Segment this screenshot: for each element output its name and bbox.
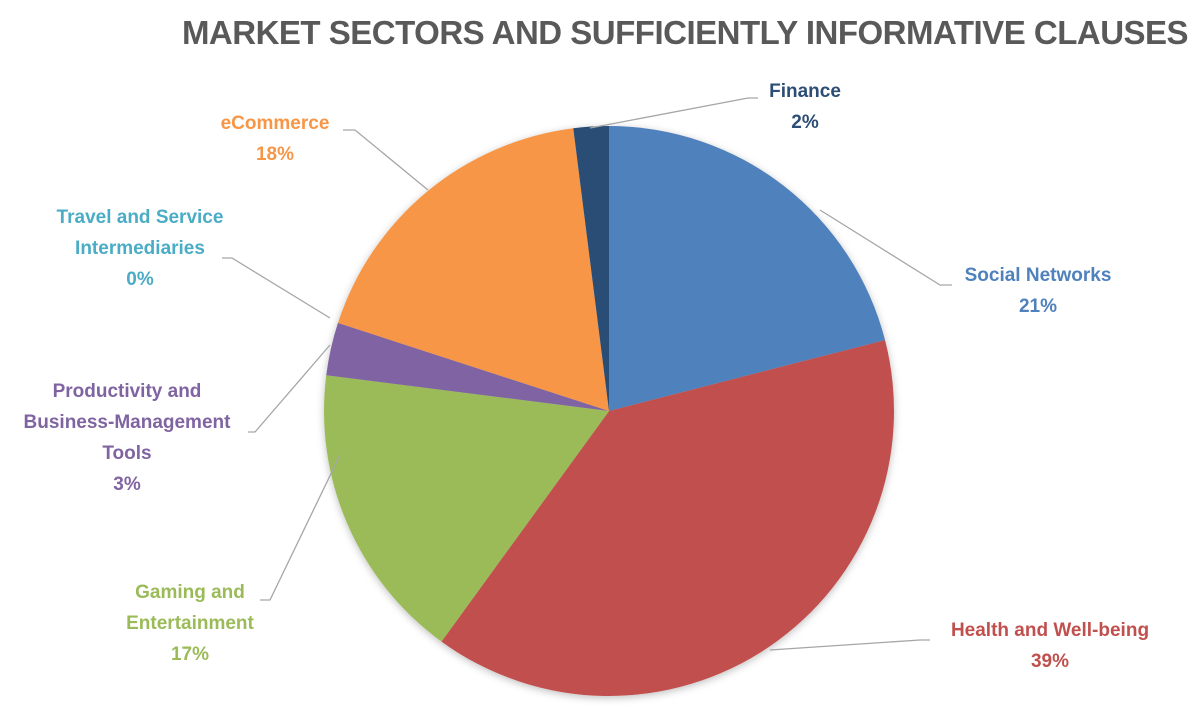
label-percent: 18% [255,144,295,165]
label-name: Social Networks [964,265,1112,286]
label-name: Business-Management [23,412,231,433]
leader-line-health [769,639,930,651]
label-percent: 3% [113,474,141,495]
data-label-productivity: Productivity and Business-Management Too… [0,376,254,500]
pie-slice-productivity-and-business-management-tools [326,322,609,411]
label-percent: 17% [170,644,210,665]
leader-line-social [819,209,952,286]
leader-line-productivity [248,344,331,433]
data-label-ecommerce: eCommerce 18% [195,108,355,170]
label-name: Health and Well-being [950,620,1150,641]
data-label-gaming: Gaming and Entertainment 17% [100,577,280,670]
label-percent: 2% [791,112,819,133]
data-label-health: Health and Well-being 39% [920,615,1180,677]
leader-line-ecommerce [343,129,429,191]
label-percent: 39% [1030,651,1070,672]
label-name: Entertainment [126,613,254,634]
leader-line-finance [589,97,758,129]
chart-title: MARKET SECTORS AND SUFFICIENTLY INFORMAT… [181,14,1189,51]
label-percent: 21% [1018,296,1058,317]
label-name: Intermediaries [75,238,205,259]
leader-line-travel [222,257,331,319]
label-name: Gaming and [135,582,245,603]
label-name: eCommerce [220,113,330,134]
data-label-social-networks: Social Networks 21% [938,260,1138,322]
pie-slice-gaming-and-entertainment [324,375,609,642]
pie-slice-finance [573,126,609,411]
leader-line-gaming [260,454,341,601]
pie-slice-health-and-well-being [441,340,895,696]
label-name: Productivity and [52,381,202,402]
label-name: Travel and Service [56,207,224,228]
data-label-finance: Finance 2% [745,76,865,138]
label-name: Finance [769,81,841,102]
pie-slice-social-networks [609,126,886,411]
pie-slice-ecommerce [337,128,609,411]
data-label-travel: Travel and Service Intermediaries 0% [30,202,250,295]
label-name: Tools [102,443,152,464]
label-percent: 0% [126,269,154,290]
